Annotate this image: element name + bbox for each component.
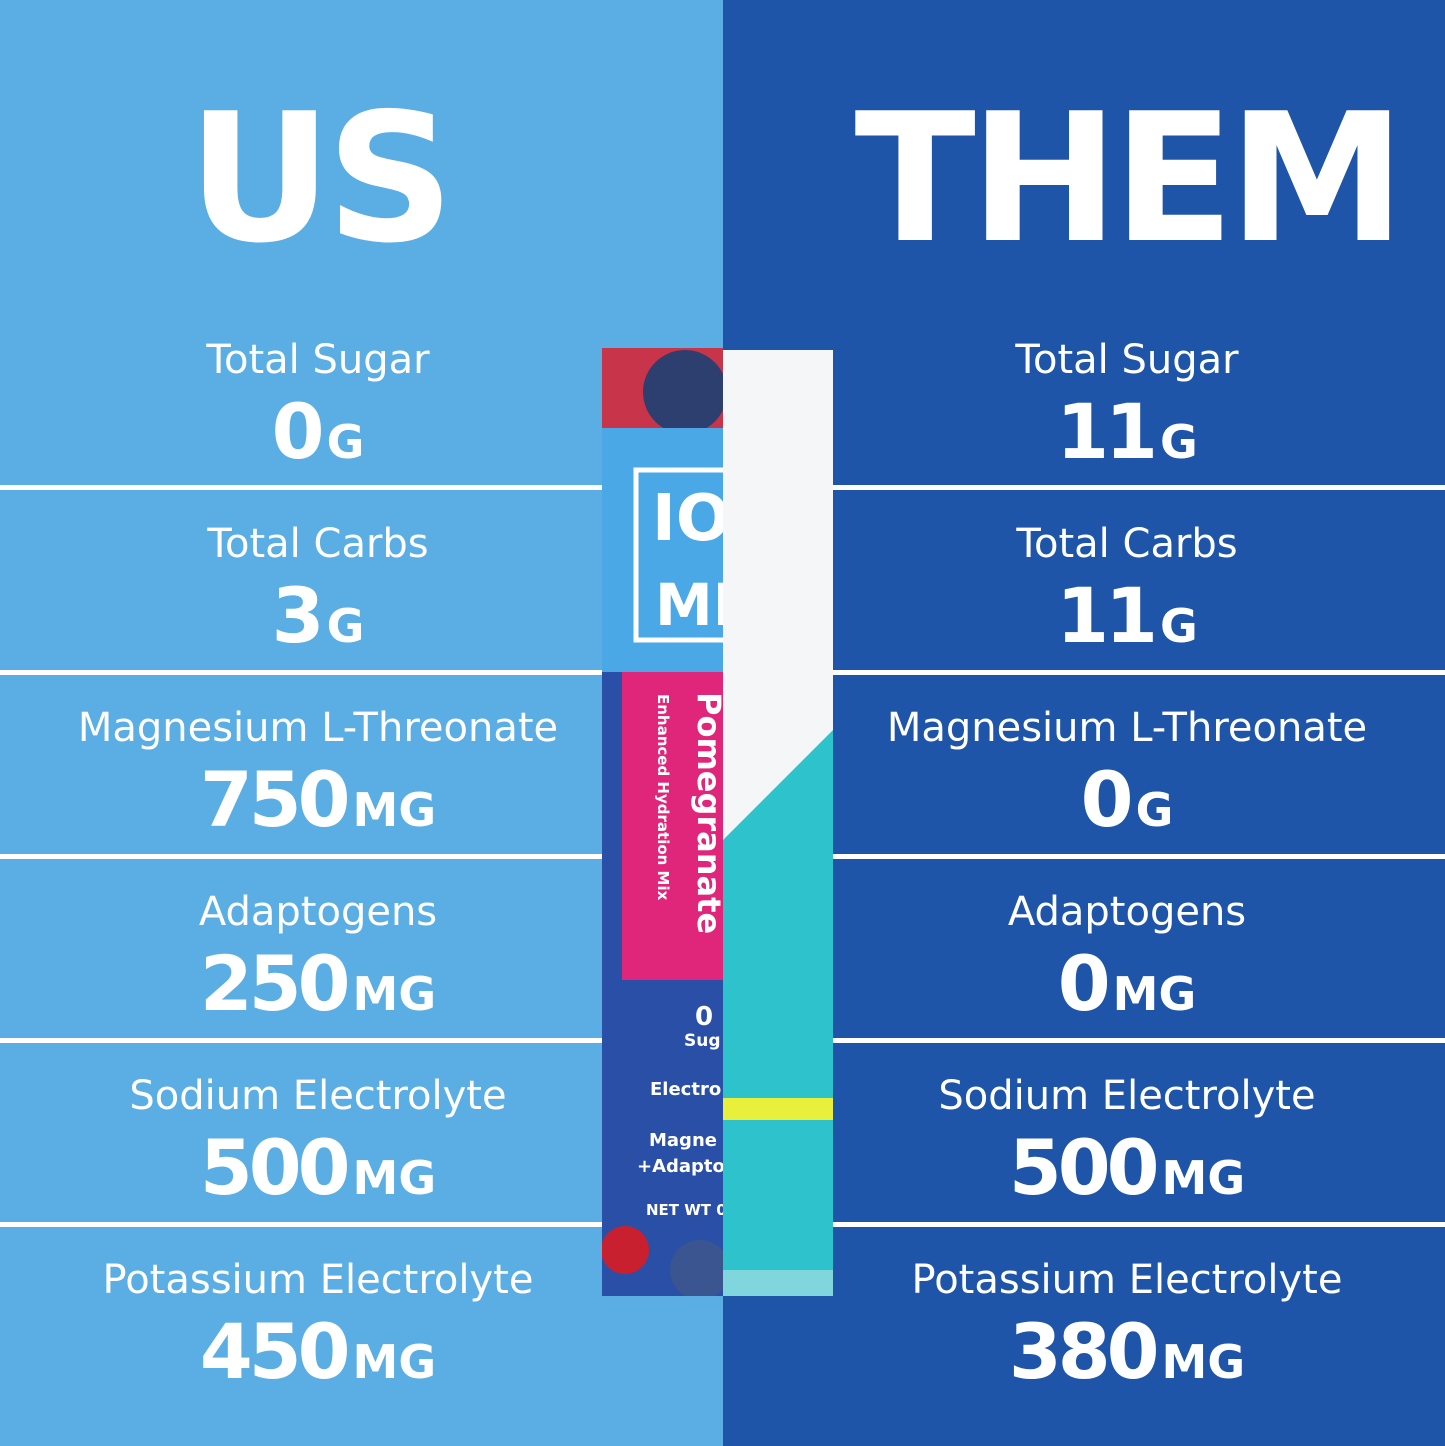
value-amount: 0 bbox=[272, 387, 322, 476]
value-amount: 750 bbox=[200, 755, 348, 844]
packet-line: +Adapto bbox=[637, 1156, 725, 1177]
value-unit: G bbox=[1136, 783, 1174, 837]
value-amount: 11 bbox=[1056, 387, 1154, 476]
packet-line: Magne bbox=[649, 1130, 717, 1151]
value-amount: 380 bbox=[1009, 1307, 1157, 1396]
packet-stripe bbox=[723, 1098, 833, 1120]
row-label: Adaptogens bbox=[199, 889, 437, 935]
packet-pink bbox=[622, 672, 723, 980]
value-unit: MG bbox=[1113, 967, 1197, 1021]
row-value: 750 MG bbox=[200, 755, 436, 844]
berry bbox=[602, 1226, 649, 1274]
value-unit: MG bbox=[353, 967, 437, 1021]
row-label: Potassium Electrolyte bbox=[912, 1257, 1343, 1303]
row-value: 500 MG bbox=[200, 1123, 436, 1212]
value-unit: G bbox=[327, 415, 365, 469]
row-value: 450 MG bbox=[200, 1307, 436, 1396]
logo-top: IO bbox=[652, 482, 730, 556]
packet-subtitle: Enhanced Hydration Mix bbox=[654, 694, 672, 901]
packet-seal bbox=[723, 1270, 833, 1296]
row-label: Total Sugar bbox=[1014, 337, 1239, 383]
row-label: Magnesium L-Threonate bbox=[78, 705, 558, 751]
value-unit: MG bbox=[353, 1151, 437, 1205]
row-value: 250 MG bbox=[200, 939, 436, 1028]
them-background bbox=[723, 0, 1445, 1446]
packet-sugar-label: Sug bbox=[684, 1031, 721, 1051]
packet: IO MI Pomegranate Enhanced Hydration Mix… bbox=[602, 348, 833, 1296]
value-unit: MG bbox=[353, 783, 437, 837]
value-amount: 0 bbox=[1081, 755, 1131, 844]
row-label: Total Carbs bbox=[206, 521, 428, 567]
row-value: 380 MG bbox=[1009, 1307, 1245, 1396]
row-value: 11 G bbox=[1056, 571, 1198, 660]
value-unit: MG bbox=[1162, 1335, 1246, 1389]
row-value: 500 MG bbox=[1009, 1123, 1245, 1212]
value-unit: MG bbox=[353, 1335, 437, 1389]
packet-line: Electro bbox=[650, 1079, 721, 1100]
row-value: 0 MG bbox=[1058, 939, 1196, 1028]
value-amount: 500 bbox=[200, 1123, 348, 1212]
value-amount: 0 bbox=[1058, 939, 1108, 1028]
row-label: Total Sugar bbox=[205, 337, 430, 383]
row-label: Sodium Electrolyte bbox=[129, 1073, 506, 1119]
row-label: Adaptogens bbox=[1008, 889, 1246, 935]
value-amount: 450 bbox=[200, 1307, 348, 1396]
packet-sugar: 0 bbox=[695, 1002, 713, 1032]
value-unit: G bbox=[327, 599, 365, 653]
logo-box bbox=[633, 467, 723, 643]
row-label: Magnesium L-Threonate bbox=[887, 705, 1367, 751]
value-amount: 11 bbox=[1056, 571, 1154, 660]
value-amount: 3 bbox=[272, 571, 321, 660]
value-unit: G bbox=[1160, 415, 1198, 469]
packet-teal bbox=[723, 730, 833, 1296]
row-label: Total Carbs bbox=[1015, 521, 1237, 567]
column-title: THEM bbox=[854, 75, 1399, 282]
packet-net-wt: NET WT 0.2 bbox=[646, 1201, 743, 1219]
value-unit: MG bbox=[1162, 1151, 1246, 1205]
blueberry bbox=[670, 1240, 723, 1296]
row-label: Sodium Electrolyte bbox=[938, 1073, 1315, 1119]
column-title: US bbox=[188, 75, 449, 282]
row-label: Potassium Electrolyte bbox=[103, 1257, 534, 1303]
flavor: Pomegranate bbox=[690, 692, 728, 934]
row-value: 11 G bbox=[1056, 387, 1198, 476]
blueberry bbox=[643, 350, 723, 434]
logo-bottom: MI bbox=[655, 571, 734, 639]
value-amount: 250 bbox=[200, 939, 348, 1028]
value-amount: 500 bbox=[1009, 1123, 1157, 1212]
value-unit: G bbox=[1160, 599, 1198, 653]
